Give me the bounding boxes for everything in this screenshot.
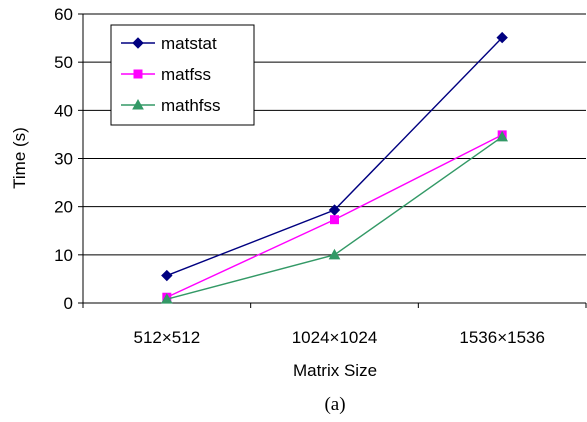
x-tick-label: 1024×1024 xyxy=(292,328,378,347)
legend-marker-matstat xyxy=(132,37,144,49)
data-point-matfss xyxy=(330,215,339,225)
data-point-matstat xyxy=(161,269,173,282)
legend-label-matstat: matstat xyxy=(161,34,217,53)
x-tick-labels: 512×512 1024×1024 1536×1536 xyxy=(134,328,545,347)
data-point-mathfss xyxy=(328,248,341,260)
y-tick-label: 40 xyxy=(54,101,73,120)
data-point-mathfss xyxy=(496,130,509,142)
legend-marker-matfss xyxy=(133,69,143,79)
series-layer xyxy=(160,31,509,304)
y-axis-title: Time (s) xyxy=(10,127,29,189)
y-tick-label: 10 xyxy=(54,246,73,265)
y-tick-label: 30 xyxy=(54,150,73,169)
legend-label-mathfss: mathfss xyxy=(161,96,221,115)
data-point-matstat xyxy=(328,204,341,216)
y-tick-label: 20 xyxy=(54,198,73,217)
y-tick-label: 0 xyxy=(64,294,73,313)
data-point-matstat xyxy=(496,31,508,44)
legend-marker-mathfss xyxy=(132,98,144,110)
x-tick-label: 512×512 xyxy=(134,328,201,347)
x-tick-label: 1536×1536 xyxy=(459,328,545,347)
y-tick-label: 50 xyxy=(54,53,73,72)
figure-caption: (a) xyxy=(324,394,345,415)
y-tick-labels: 0 10 20 30 40 50 60 xyxy=(54,5,73,313)
y-tick-label: 60 xyxy=(54,5,73,24)
legend-label-matfss: matfss xyxy=(161,65,211,84)
legend: matstat matfss mathfss xyxy=(110,24,255,126)
data-point-mathfss xyxy=(160,293,173,304)
x-axis-title: Matrix Size xyxy=(293,361,377,380)
